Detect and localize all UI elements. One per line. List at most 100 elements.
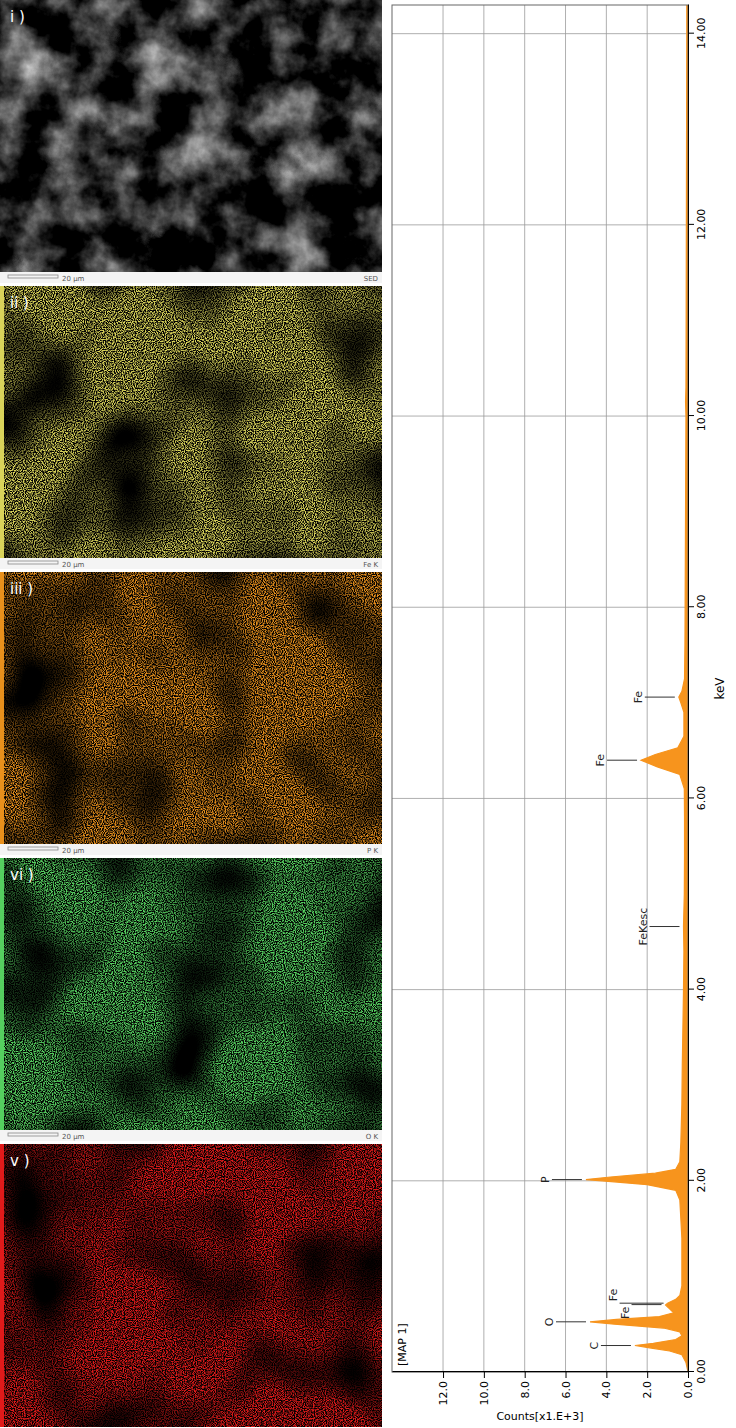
plot-frame bbox=[392, 5, 688, 1372]
y-tick: 0.0 bbox=[682, 1372, 695, 1399]
x-tick-mark bbox=[688, 1371, 694, 1372]
x-axis-line bbox=[688, 5, 689, 1372]
y-tick-mark bbox=[606, 1372, 607, 1378]
x-tick: 8.00 bbox=[688, 594, 708, 619]
color-bar bbox=[0, 286, 4, 558]
x-tick-mark bbox=[688, 415, 694, 416]
image-panel: i )20 µmSED bbox=[0, 0, 382, 283]
x-axis: 0.00 2.00 4.00 6.00 8.00 10.00 12.00 14.00 bbox=[688, 5, 708, 1384]
y-tick-label: 12.0 bbox=[437, 1381, 450, 1406]
grid-line-y bbox=[443, 5, 444, 1372]
scale-bar-label: 20 µm bbox=[62, 1133, 85, 1141]
y-tick: 8.0 bbox=[519, 1372, 532, 1399]
spectrum-chart: 0.00 2.00 4.00 6.00 8.00 10.00 12.00 14.00 0.0 2.… bbox=[392, 5, 727, 1424]
x-tick-label: 6.00 bbox=[695, 786, 708, 811]
image-panel: ii )20 µmFe K bbox=[0, 286, 382, 569]
grid-line-x bbox=[392, 416, 688, 417]
x-tick-mark bbox=[688, 606, 694, 607]
y-tick-label: 10.0 bbox=[478, 1381, 491, 1406]
x-tick: 2.00 bbox=[688, 1168, 708, 1193]
peak-marker bbox=[607, 760, 637, 761]
figure: i )20 µmSEDii )20 µmFe Kiii )20 µmP Kvi … bbox=[0, 0, 736, 1428]
peak-marker bbox=[650, 926, 680, 927]
x-tick-label: 0.00 bbox=[695, 1359, 708, 1384]
color-bar bbox=[0, 1144, 4, 1427]
y-axis-line bbox=[393, 1371, 689, 1372]
detector-label: O K bbox=[366, 1133, 379, 1141]
y-tick-mark bbox=[688, 1372, 689, 1378]
scale-bar bbox=[8, 275, 58, 278]
color-bar bbox=[0, 572, 4, 844]
spectrum-line bbox=[586, 5, 688, 1372]
y-tick-label: 6.0 bbox=[560, 1381, 573, 1399]
x-tick-label: 2.00 bbox=[695, 1168, 708, 1193]
peak-label: FeKesc bbox=[637, 908, 650, 946]
element-map bbox=[0, 286, 382, 558]
map-background bbox=[0, 572, 382, 844]
sem-image bbox=[0, 0, 382, 272]
plot-area bbox=[586, 5, 688, 1372]
sem-background bbox=[0, 0, 382, 272]
color-bar bbox=[0, 858, 4, 1130]
map-background bbox=[0, 1144, 382, 1427]
x-axis-title: keV bbox=[713, 677, 727, 700]
y-tick: 10.0 bbox=[478, 1372, 491, 1406]
scale-bar bbox=[8, 561, 58, 564]
panel-label: vi ) bbox=[10, 866, 34, 884]
scale-strip bbox=[0, 844, 382, 855]
peak-marker bbox=[645, 697, 675, 698]
y-tick-label: 8.0 bbox=[519, 1381, 532, 1399]
y-tick: 4.0 bbox=[600, 1372, 613, 1399]
panel-label: ii ) bbox=[10, 294, 29, 312]
peak-marker bbox=[620, 1303, 664, 1304]
y-tick-mark bbox=[484, 1372, 485, 1378]
grid-line-y bbox=[483, 5, 484, 1372]
image-panel: vi ) 20 µm O K bbox=[0, 858, 382, 1141]
y-tick-label: 0.0 bbox=[682, 1381, 695, 1399]
x-tick: 12.00 bbox=[688, 209, 708, 241]
scale-strip bbox=[0, 558, 382, 569]
x-tick-label: 4.00 bbox=[695, 977, 708, 1002]
y-tick-label: 2.0 bbox=[641, 1381, 654, 1399]
scale-bar bbox=[8, 1133, 58, 1136]
x-tick: 4.00 bbox=[688, 977, 708, 1002]
panel-label: v ) bbox=[10, 1152, 30, 1170]
x-tick-mark bbox=[688, 989, 694, 990]
peak-label: O bbox=[543, 1317, 556, 1326]
scale-bar-label: 20 µm bbox=[62, 275, 85, 283]
x-tick-mark bbox=[688, 797, 694, 798]
peak-label: Fe bbox=[619, 1306, 632, 1319]
grid-line-y bbox=[565, 5, 566, 1372]
peak-labels: COFeFePFeKescFeFe bbox=[539, 691, 680, 1350]
scale-bar bbox=[8, 847, 58, 850]
y-tick-mark bbox=[566, 1372, 567, 1378]
scale-strip bbox=[0, 1130, 382, 1141]
grid-line-x bbox=[392, 33, 688, 34]
element-map bbox=[0, 1144, 382, 1427]
x-tick-mark bbox=[688, 1180, 694, 1181]
x-tick: 0.00 bbox=[688, 1359, 708, 1384]
grid-line-y bbox=[647, 5, 648, 1372]
element-map bbox=[0, 572, 382, 844]
peak-marker bbox=[552, 1179, 582, 1180]
x-tick: 10.00 bbox=[688, 400, 708, 432]
grid-line-x bbox=[392, 607, 688, 608]
map-background bbox=[0, 286, 382, 558]
detector-label: Fe K bbox=[363, 561, 378, 569]
peak-marker bbox=[556, 1321, 586, 1322]
y-tick-mark bbox=[443, 1372, 444, 1378]
peak-label: Fe bbox=[632, 691, 645, 704]
x-tick-mark bbox=[688, 224, 694, 225]
x-tick-mark bbox=[688, 33, 694, 34]
element-map bbox=[0, 858, 382, 1130]
y-axis: 0.0 2.0 4.0 6.0 8.0 10.0 12.0 bbox=[393, 1372, 696, 1406]
x-tick-label: 8.00 bbox=[695, 594, 708, 619]
y-axis-title: Counts[x1.E+3] bbox=[496, 1410, 583, 1423]
x-tick: 14.00 bbox=[688, 17, 708, 49]
y-tick-mark bbox=[525, 1372, 526, 1378]
map-background bbox=[0, 858, 382, 1130]
grid-line-x bbox=[392, 989, 688, 990]
grid-line-y bbox=[606, 5, 607, 1372]
grid bbox=[392, 5, 688, 1372]
scale-bar-label: 20 µm bbox=[62, 847, 85, 855]
